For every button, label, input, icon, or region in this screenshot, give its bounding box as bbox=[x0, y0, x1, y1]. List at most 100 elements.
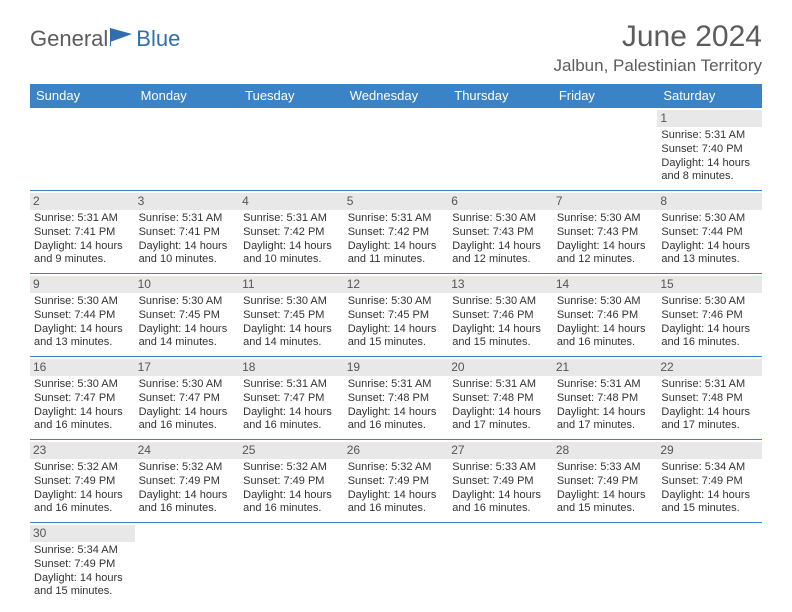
daylight-line: Daylight: 14 hours and 15 minutes. bbox=[661, 489, 758, 517]
calendar-day: 12 Sunrise: 5:30 AMSunset: 7:45 PMDayligh… bbox=[344, 274, 449, 357]
sunrise-line: Sunrise: 5:34 AM bbox=[661, 461, 758, 475]
daylight-line: Daylight: 14 hours and 9 minutes. bbox=[34, 240, 131, 268]
daylight-line: Daylight: 14 hours and 15 minutes. bbox=[557, 489, 654, 517]
sunrise-line: Sunrise: 5:32 AM bbox=[34, 461, 131, 475]
daylight-line: Daylight: 14 hours and 16 minutes. bbox=[452, 489, 549, 517]
daylight-line: Daylight: 14 hours and 11 minutes. bbox=[348, 240, 445, 268]
calendar-day: 21Sunrise: 5:31 AMSunset: 7:48 PMDayligh… bbox=[553, 357, 658, 440]
month-title: June 2024 bbox=[553, 20, 762, 54]
daylight-line: Daylight: 14 hours and 16 minutes. bbox=[243, 489, 340, 517]
sunset-line: Sunset: 7:41 PM bbox=[34, 226, 131, 240]
calendar-day: 22Sunrise: 5:31 AMSunset: 7:48 PMDayligh… bbox=[657, 357, 762, 440]
sunset-line: Sunset: 7:43 PM bbox=[557, 226, 654, 240]
sunset-line: Sunset: 7:46 PM bbox=[557, 309, 654, 323]
sunset-line: Sunset: 7:42 PM bbox=[348, 226, 445, 240]
calendar-day: 6Sunrise: 5:30 AMSunset: 7:43 PMDaylight… bbox=[448, 191, 553, 274]
sunrise-line: Sunrise: 5:30 AM bbox=[139, 295, 236, 309]
calendar-day bbox=[344, 523, 449, 606]
calendar-day: 10 Sunrise: 5:30 AMSunset: 7:45 PMDayligh… bbox=[135, 274, 240, 357]
calendar-day: 11Sunrise: 5:30 AMSunset: 7:45 PMDayligh… bbox=[239, 274, 344, 357]
sunrise-line: Sunrise: 5:31 AM bbox=[452, 378, 549, 392]
calendar-day: 26Sunrise: 5:32 AMSunset: 7:49 PMDayligh… bbox=[344, 440, 449, 523]
sunset-line: Sunset: 7:49 PM bbox=[557, 475, 654, 489]
daylight-line: Daylight: 14 hours and 16 minutes. bbox=[34, 406, 131, 434]
sunset-line: Sunset: 7:48 PM bbox=[557, 392, 654, 406]
calendar-week: 9Sunrise: 5:30 AMSunset: 7:44 PMDaylight… bbox=[30, 274, 762, 357]
daylight-line: Daylight: 14 hours and 12 minutes. bbox=[452, 240, 549, 268]
day-number: 17 bbox=[135, 359, 240, 376]
day-number: 11 bbox=[239, 276, 344, 293]
sunrise-line: Sunrise: 5:30 AM bbox=[34, 295, 131, 309]
daylight-line: Daylight: 14 hours and 15 minutes. bbox=[452, 323, 549, 351]
sunset-line: Sunset: 7:47 PM bbox=[243, 392, 340, 406]
sunrise-line: Sunrise: 5:30 AM bbox=[661, 212, 758, 226]
daylight-line: Daylight: 14 hours and 17 minutes. bbox=[557, 406, 654, 434]
sunrise-line: Sunrise: 5:32 AM bbox=[139, 461, 236, 475]
daylight-line: Daylight: 14 hours and 14 minutes. bbox=[243, 323, 340, 351]
calendar-day bbox=[239, 108, 344, 191]
sunset-line: Sunset: 7:44 PM bbox=[661, 226, 758, 240]
sunset-line: Sunset: 7:45 PM bbox=[243, 309, 340, 323]
day-number: 15 bbox=[657, 276, 762, 293]
day-number: 10 bbox=[135, 276, 240, 293]
sunset-line: Sunset: 7:49 PM bbox=[452, 475, 549, 489]
calendar-day: 5Sunrise: 5:31 AMSunset: 7:42 PMDaylight… bbox=[344, 191, 449, 274]
daylight-line: Daylight: 14 hours and 16 minutes. bbox=[34, 489, 131, 517]
sunset-line: Sunset: 7:45 PM bbox=[139, 309, 236, 323]
sunrise-line: Sunrise: 5:30 AM bbox=[348, 295, 445, 309]
sunrise-line: Sunrise: 5:31 AM bbox=[661, 378, 758, 392]
sunrise-line: Sunrise: 5:30 AM bbox=[34, 378, 131, 392]
day-number: 3 bbox=[135, 193, 240, 210]
sunrise-line: Sunrise: 5:31 AM bbox=[557, 378, 654, 392]
daylight-line: Daylight: 14 hours and 8 minutes. bbox=[661, 157, 758, 185]
sunrise-line: Sunrise: 5:30 AM bbox=[661, 295, 758, 309]
day-number: 16 bbox=[30, 359, 135, 376]
sunrise-line: Sunrise: 5:34 AM bbox=[34, 544, 131, 558]
calendar-table: SundayMondayTuesdayWednesdayThursdayFrid… bbox=[30, 84, 762, 605]
daylight-line: Daylight: 14 hours and 14 minutes. bbox=[139, 323, 236, 351]
calendar-week: 23Sunrise: 5:32 AMSunset: 7:49 PMDayligh… bbox=[30, 440, 762, 523]
sunrise-line: Sunrise: 5:31 AM bbox=[661, 129, 758, 143]
sunrise-line: Sunrise: 5:31 AM bbox=[139, 212, 236, 226]
calendar-day bbox=[553, 108, 658, 191]
brand-logo: General Blue bbox=[30, 26, 180, 52]
weekday-header: Monday bbox=[135, 84, 240, 108]
daylight-line: Daylight: 14 hours and 13 minutes. bbox=[661, 240, 758, 268]
calendar-day: 25Sunrise: 5:32 AMSunset: 7:49 PMDayligh… bbox=[239, 440, 344, 523]
sunset-line: Sunset: 7:40 PM bbox=[661, 143, 758, 157]
sunset-line: Sunset: 7:44 PM bbox=[34, 309, 131, 323]
sunrise-line: Sunrise: 5:31 AM bbox=[243, 378, 340, 392]
calendar-day: 4Sunrise: 5:31 AMSunset: 7:42 PMDaylight… bbox=[239, 191, 344, 274]
sunset-line: Sunset: 7:47 PM bbox=[34, 392, 131, 406]
weekday-header: Thursday bbox=[448, 84, 553, 108]
daylight-line: Daylight: 14 hours and 15 minutes. bbox=[348, 323, 445, 351]
sunset-line: Sunset: 7:49 PM bbox=[34, 475, 131, 489]
daylight-line: Daylight: 14 hours and 16 minutes. bbox=[243, 406, 340, 434]
calendar-day: 29Sunrise: 5:34 AMSunset: 7:49 PMDayligh… bbox=[657, 440, 762, 523]
brand-general: General bbox=[30, 26, 108, 52]
sunrise-line: Sunrise: 5:31 AM bbox=[243, 212, 340, 226]
day-number: 12 bbox=[344, 276, 449, 293]
sunset-line: Sunset: 7:49 PM bbox=[348, 475, 445, 489]
sunrise-line: Sunrise: 5:33 AM bbox=[452, 461, 549, 475]
calendar-day: 30Sunrise: 5:34 AMSunset: 7:49 PMDayligh… bbox=[30, 523, 135, 606]
day-number: 22 bbox=[657, 359, 762, 376]
sunset-line: Sunset: 7:48 PM bbox=[348, 392, 445, 406]
calendar-day: 23Sunrise: 5:32 AMSunset: 7:49 PMDayligh… bbox=[30, 440, 135, 523]
calendar-week: 16Sunrise: 5:30 AMSunset: 7:47 PMDayligh… bbox=[30, 357, 762, 440]
daylight-line: Daylight: 14 hours and 16 minutes. bbox=[348, 489, 445, 517]
daylight-line: Daylight: 14 hours and 16 minutes. bbox=[348, 406, 445, 434]
daylight-line: Daylight: 14 hours and 10 minutes. bbox=[139, 240, 236, 268]
calendar-day: 16 Sunrise: 5:30 AMSunset: 7:47 PMDayligh… bbox=[30, 357, 135, 440]
sunset-line: Sunset: 7:43 PM bbox=[452, 226, 549, 240]
sunset-line: Sunset: 7:45 PM bbox=[348, 309, 445, 323]
calendar-day: 1 Sunrise: 5:31 AMSunset: 7:40 PMDaylight… bbox=[657, 108, 762, 191]
sunset-line: Sunset: 7:42 PM bbox=[243, 226, 340, 240]
calendar-day: 14Sunrise: 5:30 AMSunset: 7:46 PMDayligh… bbox=[553, 274, 658, 357]
sunset-line: Sunset: 7:49 PM bbox=[661, 475, 758, 489]
weekday-header: Wednesday bbox=[344, 84, 449, 108]
calendar-day: 24Sunrise: 5:32 AMSunset: 7:49 PMDayligh… bbox=[135, 440, 240, 523]
sunset-line: Sunset: 7:48 PM bbox=[452, 392, 549, 406]
day-number: 1 bbox=[657, 110, 762, 127]
sunrise-line: Sunrise: 5:30 AM bbox=[139, 378, 236, 392]
